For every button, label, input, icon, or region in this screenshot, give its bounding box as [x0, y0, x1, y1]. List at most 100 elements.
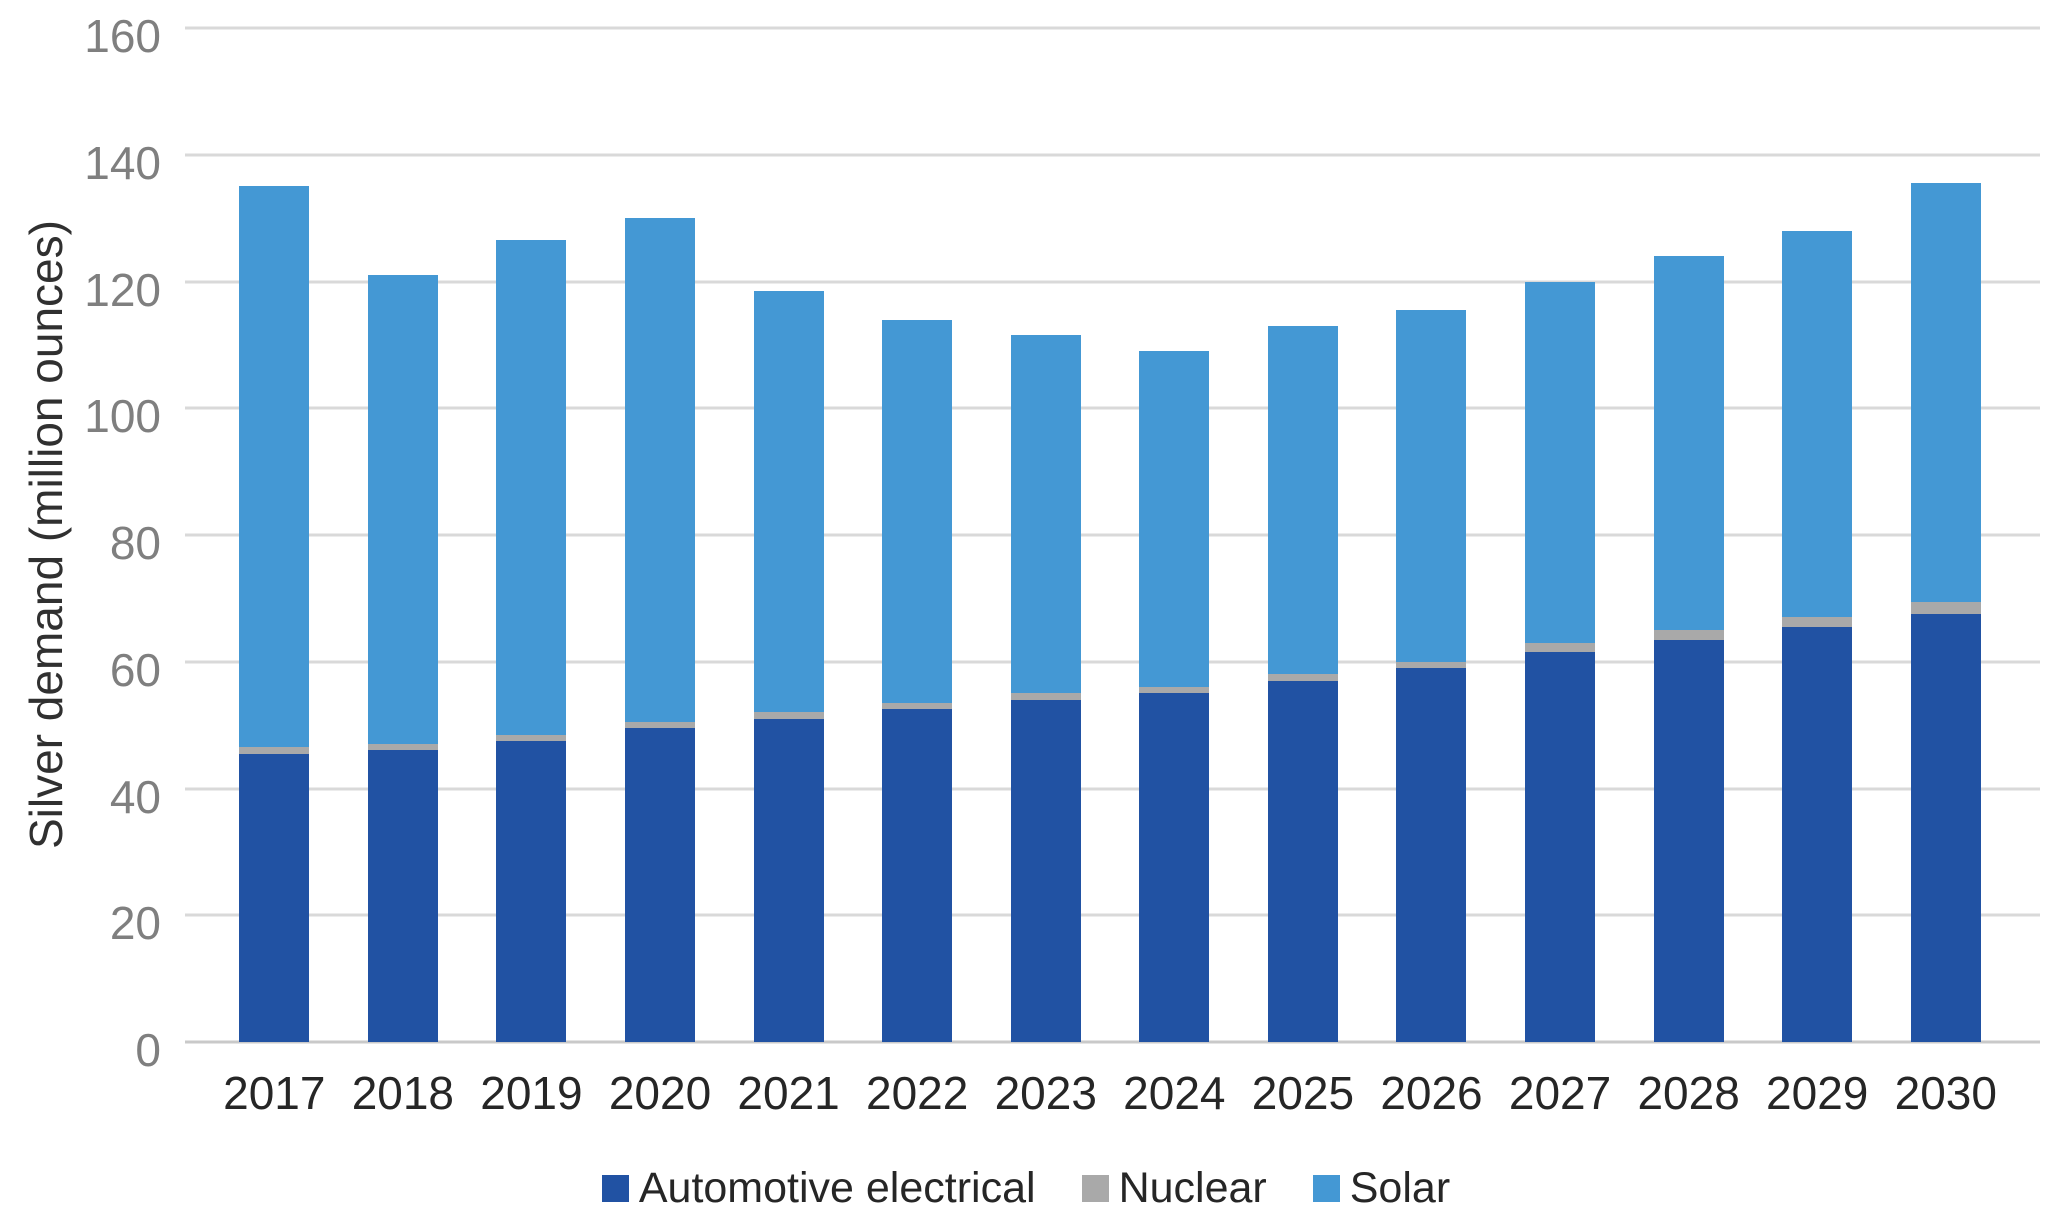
- legend-label: Nuclear: [1118, 1164, 1267, 1212]
- bar-2017: [210, 28, 339, 1042]
- legend: Automotive electrical Nuclear Solar: [0, 1164, 2052, 1213]
- x-tick-label-2030: 2030: [1894, 1067, 1997, 1119]
- segment-solar-2018: [367, 275, 438, 745]
- segment-automotive-electrical-2030: [1910, 614, 1981, 1042]
- y-tick-label-60: 60: [109, 643, 161, 696]
- bar-2027: [1496, 28, 1625, 1042]
- segment-solar-2029: [1782, 230, 1853, 618]
- legend-item-solar: Solar: [1312, 1164, 1451, 1213]
- bar-stack-2019: [496, 240, 567, 1042]
- segment-automotive-electrical-2018: [367, 750, 438, 1042]
- gridline-140: [185, 153, 2040, 157]
- bar-2022: [853, 28, 982, 1042]
- segment-nuclear-2021: [753, 712, 824, 719]
- bar-stack-2030: [1910, 183, 1981, 1042]
- bar-2021: [724, 28, 853, 1042]
- segment-nuclear-2022: [882, 702, 953, 710]
- segment-nuclear-2028: [1653, 630, 1724, 640]
- segment-solar-2025: [1267, 325, 1338, 675]
- segment-nuclear-2027: [1525, 642, 1596, 653]
- segment-solar-2020: [625, 218, 696, 722]
- bars-container: [210, 28, 2010, 1042]
- y-tick-label-80: 80: [109, 517, 161, 569]
- bar-2024: [1110, 28, 1239, 1042]
- segment-nuclear-2018: [367, 744, 438, 751]
- y-tick-label-20: 20: [109, 897, 161, 950]
- segment-nuclear-2019: [496, 734, 567, 741]
- legend-label: Solar: [1349, 1164, 1451, 1212]
- gridline-120: [185, 280, 2040, 283]
- segment-solar-2021: [753, 291, 824, 713]
- x-tick-label-2027: 2027: [1508, 1067, 1612, 1119]
- bar-stack-2025: [1267, 325, 1338, 1042]
- y-tick-label-120: 120: [84, 263, 161, 316]
- x-tick-label-2018: 2018: [351, 1067, 455, 1119]
- segment-nuclear-2029: [1782, 617, 1853, 627]
- segment-solar-2028: [1653, 256, 1724, 631]
- segment-automotive-electrical-2029: [1782, 626, 1853, 1042]
- x-tick-label-2029: 2029: [1766, 1067, 1869, 1119]
- segment-solar-2019: [496, 240, 567, 735]
- bar-stack-2017: [239, 186, 310, 1042]
- bar-stack-2022: [882, 319, 953, 1042]
- segment-automotive-electrical-2024: [1139, 693, 1210, 1042]
- legend-label: Automotive electrical: [638, 1164, 1036, 1212]
- bar-2018: [339, 28, 468, 1042]
- legend-item-automotive-electrical: Automotive electrical: [601, 1164, 1036, 1213]
- x-tick-label-2026: 2026: [1380, 1067, 1483, 1119]
- segment-automotive-electrical-2023: [1010, 699, 1081, 1042]
- y-tick-label-140: 140: [84, 136, 161, 189]
- segment-solar-2022: [882, 319, 953, 703]
- x-tick-label-2024: 2024: [1123, 1067, 1226, 1119]
- gridline-20: [185, 913, 2040, 917]
- segment-solar-2024: [1139, 351, 1210, 688]
- x-tick-label-2023: 2023: [994, 1067, 1097, 1119]
- legend-swatch-icon: [1312, 1175, 1340, 1202]
- segment-solar-2027: [1525, 281, 1596, 643]
- bar-stack-2026: [1396, 310, 1467, 1042]
- gridline-60: [185, 660, 2040, 664]
- x-tick-label-2019: 2019: [480, 1067, 583, 1119]
- bar-2026: [1367, 28, 1496, 1042]
- segment-solar-2017: [239, 186, 310, 748]
- y-axis-title: Silver demand (million ounces): [20, 220, 72, 850]
- gridline-160: [185, 26, 2040, 30]
- bar-stack-2029: [1782, 230, 1853, 1042]
- segment-automotive-electrical-2028: [1653, 639, 1724, 1042]
- x-tick-label-2025: 2025: [1251, 1067, 1355, 1119]
- y-tick-label-40: 40: [109, 770, 161, 823]
- segment-automotive-electrical-2020: [625, 728, 696, 1042]
- gridline-0: [185, 1040, 2040, 1044]
- segment-solar-2026: [1396, 310, 1467, 662]
- bar-stack-2024: [1139, 351, 1210, 1042]
- bar-stack-2028: [1653, 256, 1724, 1042]
- x-tick-label-2022: 2022: [866, 1067, 969, 1119]
- x-tick-label-2017: 2017: [223, 1067, 326, 1119]
- segment-nuclear-2020: [625, 721, 696, 729]
- segment-nuclear-2023: [1010, 693, 1081, 700]
- bar-stack-2020: [625, 218, 696, 1042]
- legend-swatch-icon: [1081, 1175, 1109, 1202]
- segment-solar-2030: [1910, 183, 1981, 602]
- bar-2023: [981, 28, 1110, 1042]
- y-tick-label-160: 160: [84, 10, 161, 62]
- bar-2028: [1624, 28, 1753, 1042]
- segment-nuclear-2026: [1396, 661, 1467, 669]
- x-tick-label-2028: 2028: [1637, 1067, 1740, 1119]
- legend-item-nuclear: Nuclear: [1081, 1164, 1267, 1213]
- y-tick-label-100: 100: [84, 390, 161, 443]
- segment-automotive-electrical-2019: [496, 740, 567, 1042]
- legend-swatch-icon: [601, 1175, 629, 1202]
- segment-automotive-electrical-2025: [1267, 680, 1338, 1042]
- bar-2025: [1239, 28, 1368, 1042]
- segment-nuclear-2030: [1910, 601, 1981, 615]
- gridline-80: [185, 533, 2040, 537]
- segment-nuclear-2017: [239, 747, 310, 754]
- bar-stack-2021: [753, 291, 824, 1042]
- x-axis-labels: 2017 2018 2019 2020 2021 2022 2023 2024 2025 2026…: [210, 1066, 2010, 1120]
- segment-automotive-electrical-2017: [239, 753, 310, 1042]
- segment-automotive-electrical-2022: [882, 709, 953, 1042]
- segment-automotive-electrical-2021: [753, 718, 824, 1042]
- gridline-100: [185, 406, 2040, 410]
